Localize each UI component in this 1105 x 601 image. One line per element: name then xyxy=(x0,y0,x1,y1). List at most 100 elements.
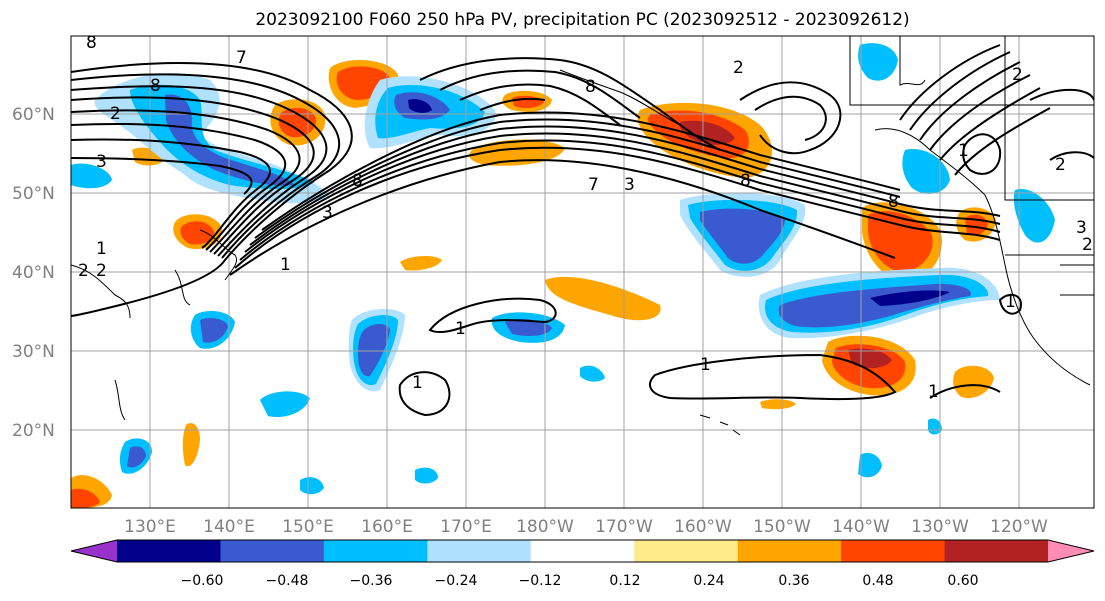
precip-strong-positive-area xyxy=(180,221,214,245)
colorbar-block xyxy=(841,540,946,562)
precip-negative-area xyxy=(1013,189,1055,243)
contour-label: 3 xyxy=(1076,218,1087,238)
precip-strong-positive-area xyxy=(71,488,100,508)
contour-label: 2 xyxy=(96,261,107,281)
colorbar-block xyxy=(427,540,532,562)
precip-negative-area xyxy=(858,452,882,478)
precip-strong-positive-area xyxy=(868,211,933,272)
precip-shading xyxy=(71,43,1055,508)
longitude-labels: 130°E 140°E 150°E 160°E 170°E 180°W 170°… xyxy=(124,517,1048,537)
coastlines xyxy=(71,36,1094,436)
contour-label: 1 xyxy=(700,355,711,375)
lon-label: 180°W xyxy=(516,517,574,537)
contour-label: 7 xyxy=(236,48,247,68)
contour-label: 1 xyxy=(1005,292,1016,312)
lon-label: 150°E xyxy=(282,517,334,537)
precip-negative-area xyxy=(71,163,112,189)
precip-negative-area xyxy=(580,365,605,382)
precip-positive-area xyxy=(760,399,796,410)
contour-label: 2 xyxy=(1055,155,1066,175)
contour-label: 8 xyxy=(888,192,899,212)
contour-label: 8 xyxy=(585,77,596,97)
precip-strong-negative-area xyxy=(358,324,390,377)
colorbar-block xyxy=(220,540,325,562)
colorbar-block xyxy=(117,540,221,562)
lon-label: 150°W xyxy=(753,517,811,537)
colorbar-outline xyxy=(70,539,1095,563)
map-title: 2023092100 F060 250 hPa PV, precipitatio… xyxy=(255,10,910,30)
colorbar-tick-label: 0.24 xyxy=(693,573,724,589)
lon-label: 120°W xyxy=(990,517,1048,537)
precip-strong-negative-area xyxy=(505,319,552,336)
lon-label: 130°E xyxy=(124,517,176,537)
lon-label: 160°W xyxy=(674,517,732,537)
contour-label: 1 xyxy=(96,239,107,259)
contour-label: 2 xyxy=(110,104,121,124)
precip-negative-area xyxy=(300,477,324,495)
precip-very-strong-positive-area xyxy=(679,120,735,145)
contour-label: 2 xyxy=(1082,235,1093,255)
lat-label: 40°N xyxy=(12,263,55,283)
precip-strong-positive-area xyxy=(278,107,316,138)
colorbar: −0.60 −0.48 −0.36 −0.24 −0.12 0.12 0.24 … xyxy=(70,539,1095,589)
precip-very-strong-negative-area xyxy=(408,99,432,113)
contour-label: 2 xyxy=(1012,65,1023,85)
colorbar-tick-label: −0.60 xyxy=(181,573,224,589)
contour-label: 8 xyxy=(352,171,363,191)
colorbar-tick-label: −0.48 xyxy=(266,573,309,589)
colorbar-tick-label: −0.24 xyxy=(435,573,478,589)
lat-label: 30°N xyxy=(12,342,55,362)
pv-contours xyxy=(71,44,1094,417)
contour-label: 1 xyxy=(280,255,291,275)
colorbar-tick-label: 0.48 xyxy=(862,573,893,589)
precip-positive-area xyxy=(953,365,994,399)
colorbar-tick-labels: −0.60 −0.48 −0.36 −0.24 −0.12 0.12 0.24 … xyxy=(181,573,979,589)
contour-label: 7 xyxy=(588,175,599,195)
colorbar-block xyxy=(530,540,635,562)
contour-label: 8 xyxy=(740,171,751,191)
colorbar-tick-label: 0.12 xyxy=(609,573,640,589)
contour-label: 2 xyxy=(78,261,89,281)
contour-label: 3 xyxy=(322,203,333,223)
colorbar-block xyxy=(944,540,1049,562)
precip-strong-negative-area xyxy=(700,208,785,264)
precip-positive-area xyxy=(400,256,442,271)
contour-label: 2 xyxy=(733,58,744,78)
lon-label: 170°W xyxy=(595,517,653,537)
colorbar-tick-label: 0.36 xyxy=(778,573,809,589)
colorbar-tick-label: −0.36 xyxy=(350,573,393,589)
contour-label: 8 xyxy=(150,76,161,96)
precip-positive-area xyxy=(182,423,200,467)
lon-label: 130°W xyxy=(911,517,969,537)
lat-label: 60°N xyxy=(12,105,55,125)
contour-label: 1 xyxy=(958,141,969,161)
contour-label: 3 xyxy=(624,175,635,195)
precip-positive-area xyxy=(545,276,661,321)
contour-label: 1 xyxy=(455,319,466,339)
map-layer: 8 7 8 2 3 1 2 2 1 3 8 7 8 3 2 2 1 1 1 1 … xyxy=(71,33,1094,508)
colorbar-blocks xyxy=(117,540,1049,562)
lon-label: 140°W xyxy=(832,517,890,537)
colorbar-tick-label: 0.60 xyxy=(947,573,978,589)
contour-label: 8 xyxy=(86,33,97,53)
contour-label: 1 xyxy=(412,373,423,393)
lon-label: 170°E xyxy=(440,517,492,537)
colorbar-block xyxy=(323,540,428,562)
colorbar-block xyxy=(737,540,842,562)
precip-strong-negative-area xyxy=(127,446,146,468)
precip-negative-area xyxy=(902,149,950,194)
contour-labels: 8 7 8 2 3 1 2 2 1 3 8 7 8 3 2 2 1 1 1 1 … xyxy=(78,33,1093,402)
precip-negative-area xyxy=(858,43,898,81)
precip-negative-area xyxy=(415,467,438,484)
lon-label: 140°E xyxy=(203,517,255,537)
precip-strong-negative-area xyxy=(200,318,228,343)
map-frame xyxy=(70,35,1095,509)
colorbar-block xyxy=(634,540,739,562)
colorbar-extend-high xyxy=(1048,540,1094,562)
contour-label: 1 xyxy=(928,382,939,402)
contour-label: 3 xyxy=(96,152,107,172)
colorbar-extend-low xyxy=(71,540,117,562)
lat-label: 20°N xyxy=(12,421,55,441)
precip-very-strong-positive-area xyxy=(848,348,892,369)
